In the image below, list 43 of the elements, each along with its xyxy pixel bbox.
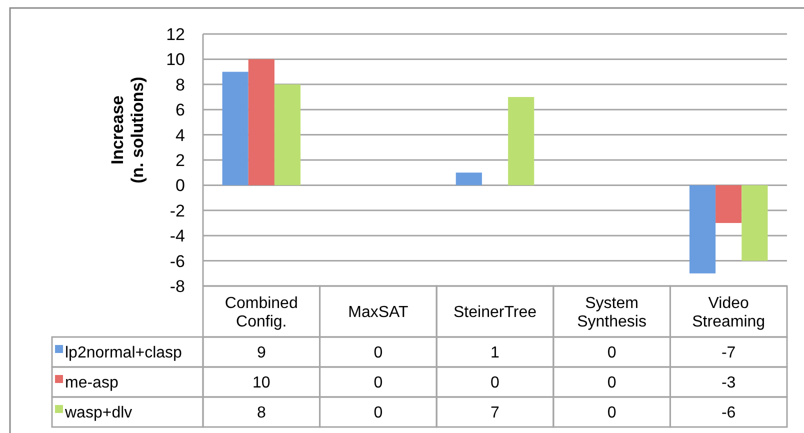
data-label: -7: [721, 344, 736, 362]
legend-label: lp2normal+clasp: [65, 344, 182, 362]
y-tick-label: 10: [166, 50, 185, 70]
bar: [456, 172, 482, 186]
data-label: 0: [607, 404, 616, 422]
data-label: 0: [374, 404, 383, 422]
data-label: 9: [256, 344, 266, 362]
x-tick-label: SteinerTree: [454, 304, 537, 322]
y-tick-label: -6: [170, 252, 185, 271]
y-tick-label: 4: [176, 126, 185, 145]
data-label: 0: [607, 374, 616, 392]
data-label: 1: [490, 344, 500, 362]
y-tick-label: 12: [166, 24, 185, 44]
data-label: 10: [252, 374, 270, 392]
y-axis-title: Increase (n. solutions): [108, 76, 148, 184]
data-label: 8: [256, 404, 266, 422]
legend-label: me-asp: [65, 374, 118, 392]
data-label: 0: [490, 374, 500, 392]
data-label: -3: [721, 374, 736, 392]
x-tick-label: MaxSAT: [348, 304, 409, 322]
data-label: 0: [374, 374, 383, 392]
bar: [689, 185, 716, 274]
bar: [222, 72, 248, 186]
data-label: 0: [607, 344, 616, 362]
y-tick-label: -8: [170, 276, 185, 296]
x-tick-label: System Synthesis: [577, 294, 646, 330]
bar: [716, 185, 742, 223]
y-tick-label: 8: [176, 75, 185, 94]
data-label: -6: [721, 404, 736, 422]
y-tick-label: 0: [176, 176, 185, 196]
bar: [248, 59, 274, 186]
y-tick-label: -4: [170, 226, 185, 246]
x-tick-label: Combined Config.: [224, 294, 298, 330]
x-tick-label: Video Streaming: [692, 294, 766, 330]
y-tick-label: 2: [176, 150, 185, 170]
bar: [742, 185, 768, 261]
y-tick-label: 6: [176, 100, 185, 120]
bar: [274, 84, 301, 186]
y-tick-label: -2: [170, 201, 185, 220]
bar: [508, 97, 534, 186]
legend-label: wasp+dlv: [64, 404, 132, 422]
data-label: 7: [490, 404, 500, 422]
data-label: 0: [374, 344, 383, 362]
